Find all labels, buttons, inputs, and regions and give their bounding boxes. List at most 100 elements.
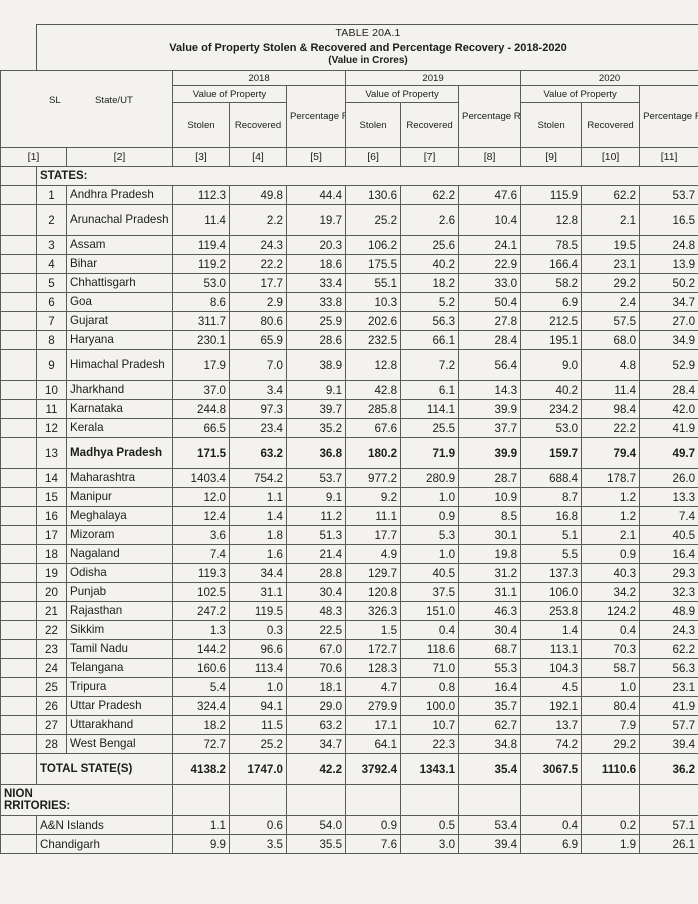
table-number: TABLE 20A.1 bbox=[335, 27, 401, 39]
header-sl: SL bbox=[49, 95, 61, 106]
value-cell: 120.8 bbox=[345, 582, 402, 602]
value-cell: 1.0 bbox=[400, 487, 460, 507]
value-cell: 2.4 bbox=[581, 292, 641, 312]
value-cell: 2.1 bbox=[581, 204, 641, 236]
header-sl-state: SL State/UT bbox=[0, 70, 174, 148]
value-cell: 53.7 bbox=[286, 468, 347, 488]
column-number-row: [1] [2] [3] [4] [5] [6] [7] [8] [9] [10]… bbox=[0, 147, 698, 167]
value-cell: 54.0 bbox=[286, 815, 347, 835]
margin-cell bbox=[0, 311, 37, 331]
state-name: Mizoram bbox=[65, 525, 174, 545]
value-cell: 1.2 bbox=[581, 506, 641, 526]
value-cell: 17.1 bbox=[345, 715, 402, 735]
value-cell: 12.8 bbox=[520, 204, 583, 236]
value-cell: 56.4 bbox=[458, 349, 522, 381]
value-cell: 5.5 bbox=[520, 544, 583, 564]
empty-cell bbox=[458, 784, 522, 816]
value-cell: 7.9 bbox=[581, 715, 641, 735]
value-cell: 3.4 bbox=[229, 380, 288, 400]
value-cell: 22.9 bbox=[458, 254, 522, 274]
value-cell: 30.1 bbox=[458, 525, 522, 545]
value-cell: 13.9 bbox=[639, 254, 698, 274]
value-cell: 29.0 bbox=[286, 696, 347, 716]
value-cell: 34.4 bbox=[229, 563, 288, 583]
value-cell: 55.1 bbox=[345, 273, 402, 293]
serial-number: 8 bbox=[36, 330, 67, 350]
value-cell: 30.4 bbox=[286, 582, 347, 602]
value-cell: 104.3 bbox=[520, 658, 583, 678]
value-cell: 2.9 bbox=[229, 292, 288, 312]
table-row: 28 West Bengal 72.7 25.2 34.7 64.1 22.3 34.8 74.… bbox=[0, 734, 698, 754]
value-cell: 102.5 bbox=[172, 582, 231, 602]
margin-cell bbox=[0, 468, 37, 488]
value-cell: 247.2 bbox=[172, 601, 231, 621]
value-cell: 24.8 bbox=[639, 235, 698, 255]
value-cell: 1.0 bbox=[581, 677, 641, 697]
table-row: 10 Jharkhand 37.0 3.4 9.1 42.8 6.1 14.3 40.2 11.4… bbox=[0, 380, 698, 400]
value-cell: 119.2 bbox=[172, 254, 231, 274]
value-cell: 3.5 bbox=[229, 834, 288, 854]
header-stolen-2019: Stolen bbox=[345, 102, 402, 148]
header-value-2019: Value of Property bbox=[345, 85, 460, 103]
value-cell: 18.6 bbox=[286, 254, 347, 274]
value-cell: 4.9 bbox=[345, 544, 402, 564]
value-cell: 63.2 bbox=[229, 437, 288, 469]
table-unit: (Value in Crores) bbox=[328, 55, 408, 66]
value-cell: 33.0 bbox=[458, 273, 522, 293]
empty-cell bbox=[400, 784, 460, 816]
value-cell: 51.3 bbox=[286, 525, 347, 545]
value-cell: 96.6 bbox=[229, 639, 288, 659]
table-row: 16 Meghalaya 12.4 1.4 11.2 11.1 0.9 8.5 16.8 1.2 7… bbox=[0, 506, 698, 526]
state-name: Manipur bbox=[65, 487, 174, 507]
value-cell: 106.2 bbox=[345, 235, 402, 255]
margin-cell bbox=[0, 734, 37, 754]
serial-number: 28 bbox=[36, 734, 67, 754]
value-cell: 5.1 bbox=[520, 525, 583, 545]
value-cell: 4.7 bbox=[345, 677, 402, 697]
value-cell: 27.0 bbox=[639, 311, 698, 331]
value-cell: 49.8 bbox=[229, 185, 288, 205]
value-cell: 0.8 bbox=[400, 677, 460, 697]
value-cell: 16.4 bbox=[458, 677, 522, 697]
value-cell: 9.1 bbox=[286, 380, 347, 400]
value-cell: 24.1 bbox=[458, 235, 522, 255]
value-cell: 5.3 bbox=[400, 525, 460, 545]
value-cell: 48.3 bbox=[286, 601, 347, 621]
total-value: 1343.1 bbox=[400, 753, 460, 785]
table-row: 1 Andhra Pradesh 112.3 49.8 44.4 130.6 62.2 47.… bbox=[0, 185, 698, 205]
table-row: A&N Islands 1.1 0.6 54.0 0.9 0.5 53.4 0.4 0.2 57.… bbox=[0, 815, 698, 835]
value-cell: 64.1 bbox=[345, 734, 402, 754]
property-stolen-table: SL State/UT 2018 2019 2020 Value of Prop… bbox=[0, 70, 698, 854]
value-cell: 7.4 bbox=[172, 544, 231, 564]
value-cell: 37.7 bbox=[458, 418, 522, 438]
table-row: 18 Nagaland 7.4 1.6 21.4 4.9 1.0 19.8 5.5 0.9 16.4 bbox=[0, 544, 698, 564]
value-cell: 16.8 bbox=[520, 506, 583, 526]
margin-cell bbox=[0, 487, 37, 507]
value-cell: 26.1 bbox=[639, 834, 698, 854]
value-cell: 1.9 bbox=[581, 834, 641, 854]
section-label-union-territories: NION RRITORIES: bbox=[0, 784, 174, 816]
serial-number: 14 bbox=[36, 468, 67, 488]
value-cell: 17.7 bbox=[229, 273, 288, 293]
value-cell: 28.4 bbox=[639, 380, 698, 400]
state-name: Uttarakhand bbox=[65, 715, 174, 735]
colnum-4: [4] bbox=[229, 147, 288, 167]
value-cell: 10.7 bbox=[400, 715, 460, 735]
value-cell: 9.2 bbox=[345, 487, 402, 507]
value-cell: 28.6 bbox=[286, 330, 347, 350]
value-cell: 13.7 bbox=[520, 715, 583, 735]
margin-cell bbox=[0, 544, 37, 564]
value-cell: 311.7 bbox=[172, 311, 231, 331]
state-name: Nagaland bbox=[65, 544, 174, 564]
table-row: 19 Odisha 119.3 34.4 28.8 129.7 40.5 31.2 137.3 4… bbox=[0, 563, 698, 583]
value-cell: 11.5 bbox=[229, 715, 288, 735]
value-cell: 50.2 bbox=[639, 273, 698, 293]
value-cell: 67.6 bbox=[345, 418, 402, 438]
table-row: 17 Mizoram 3.6 1.8 51.3 17.7 5.3 30.1 5.1 2.1 40.5 bbox=[0, 525, 698, 545]
serial-number: 24 bbox=[36, 658, 67, 678]
value-cell: 977.2 bbox=[345, 468, 402, 488]
table-row: 21 Rajasthan 247.2 119.5 48.3 326.3 151.0 46.3 2… bbox=[0, 601, 698, 621]
value-cell: 3.6 bbox=[172, 525, 231, 545]
value-cell: 38.9 bbox=[286, 349, 347, 381]
value-cell: 62.2 bbox=[400, 185, 460, 205]
